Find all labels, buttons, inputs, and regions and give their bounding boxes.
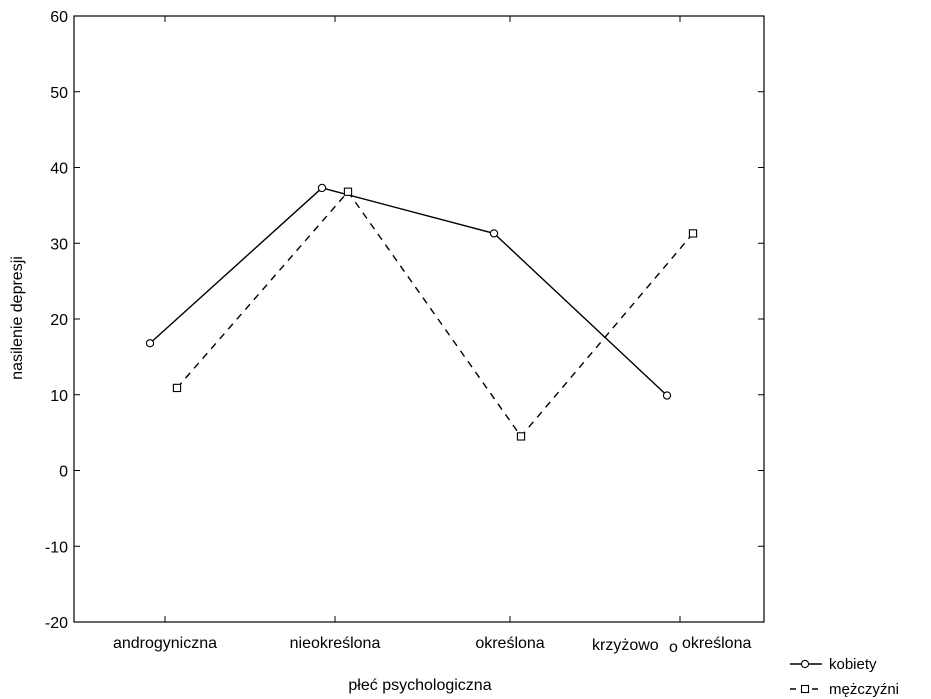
- data-point-mezczyzni: [343, 187, 353, 196]
- x-tick-label-glyph: o: [669, 639, 678, 656]
- y-tick-label: 10: [50, 388, 68, 405]
- y-tick-label: 30: [50, 236, 68, 253]
- data-point-mezczyzni: [688, 229, 698, 238]
- y-tick-label: 20: [50, 312, 68, 329]
- series-line-mezczyzni: [176, 190, 694, 438]
- y-tick-label: 40: [50, 161, 68, 178]
- y-axis: -20 -10 0 10 20 30 40 50 60: [45, 9, 764, 632]
- x-tick-label: określona: [682, 635, 751, 652]
- legend-label-kobiety: kobiety: [829, 656, 877, 673]
- y-tick-label: -20: [45, 615, 68, 632]
- y-tick-label: 60: [50, 9, 68, 26]
- data-point-mezczyzni: [172, 383, 182, 393]
- legend-item-kobiety: kobiety: [790, 656, 877, 673]
- x-tick-label: nieokreślona: [290, 635, 381, 652]
- data-point-mezczyzni: [516, 432, 526, 441]
- data-point-kobiety: [145, 339, 155, 348]
- legend-marker-mezczyzni: [800, 684, 810, 694]
- legend-label-mezczyzni: mężczyźni: [829, 681, 899, 698]
- y-tick-label: -10: [45, 539, 68, 556]
- data-point-kobiety: [662, 391, 672, 400]
- legend-item-mezczyzni: mężczyźni: [790, 681, 899, 698]
- data-point-kobiety: [489, 229, 499, 238]
- series-line-kobiety: [149, 187, 668, 397]
- series-layer: [145, 183, 698, 441]
- x-tick-label: krzyżowo: [592, 637, 659, 654]
- y-tick-label: 0: [59, 464, 68, 481]
- x-tick-label: określona: [475, 635, 544, 652]
- x-tick-label: androgyniczna: [113, 635, 217, 652]
- data-point-kobiety: [317, 183, 327, 193]
- x-axis: androgyniczna nieokreślona określona krzyżo…: [113, 16, 751, 656]
- x-axis-title: płeć psychologiczna: [348, 677, 491, 694]
- legend-marker-kobiety: [800, 659, 810, 669]
- legend: kobiety mężczyźni: [790, 656, 899, 698]
- y-tick-label: 50: [50, 85, 68, 102]
- y-axis-title: nasilenie depresji: [9, 256, 26, 380]
